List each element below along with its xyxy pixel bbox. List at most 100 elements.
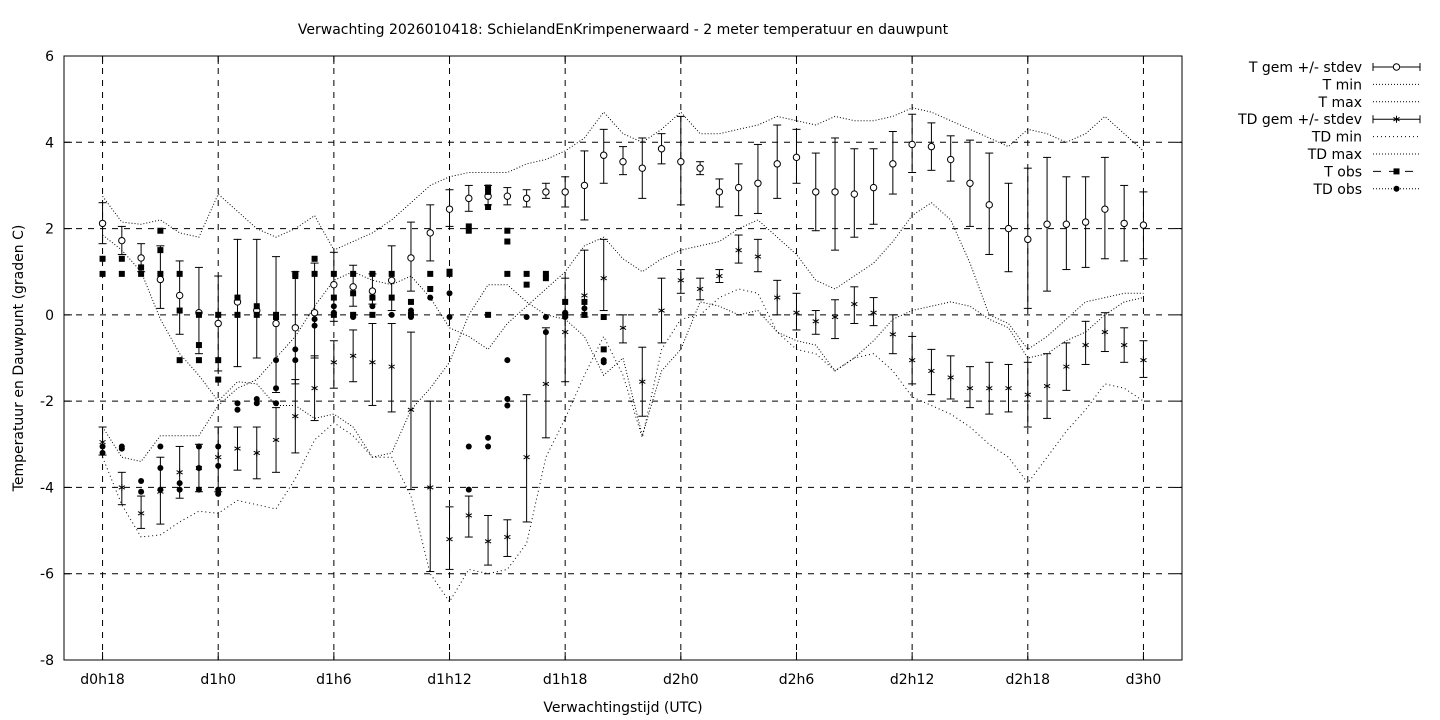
td-obs-point	[273, 400, 280, 407]
t-mean-point	[677, 158, 685, 166]
t-mean-point	[426, 229, 434, 237]
td-mean-point	[754, 253, 762, 261]
td-obs-point	[446, 290, 453, 297]
td-obs-point	[253, 395, 260, 402]
td-obs-point	[157, 443, 164, 450]
td-mean-point	[330, 358, 338, 366]
legend-swatch-marker	[1393, 185, 1400, 192]
td-obs-point	[118, 445, 125, 452]
td-obs-point	[234, 400, 241, 407]
td-obs-point	[311, 316, 318, 323]
td-obs-point	[485, 434, 492, 441]
t-min-line	[102, 234, 1144, 458]
t-mean-point	[137, 254, 145, 262]
td-mean-point	[137, 509, 145, 517]
td-mean-point	[985, 384, 993, 392]
td-mean-point	[812, 317, 820, 325]
y-tick-label: -8	[40, 653, 54, 669]
t-obs-point	[215, 311, 222, 318]
y-tick-label: 2	[45, 222, 54, 238]
legend-label: T gem +/- stdev	[1248, 60, 1362, 76]
td-mean-point	[446, 535, 453, 543]
y-axis-label: Temperatuur en Dauwpunt (graden C)	[11, 225, 27, 493]
t-obs-point	[215, 357, 222, 364]
td-mean-point	[1005, 384, 1012, 392]
axes: 6 4 2 0 -2 -4 -6 -8 d0h18 d1h0 d1h6 d1h12 d1h18 d2h0 d…	[40, 49, 1182, 688]
t-obs-point	[99, 270, 106, 277]
t-obs-point	[311, 255, 318, 262]
t-obs-point	[330, 294, 337, 301]
td-mean-point	[176, 468, 183, 476]
td-obs-point	[542, 314, 549, 321]
td-mean-point	[889, 330, 897, 338]
t-obs-point	[465, 227, 472, 234]
x-tick-label: d0h18	[80, 672, 124, 688]
x-tick-label: d2h0	[663, 672, 699, 688]
td-obs-point	[311, 322, 318, 329]
t-mean-point	[1139, 221, 1148, 229]
t-obs-point	[485, 311, 492, 318]
td-mean-point	[735, 246, 742, 254]
td-mean-point	[369, 358, 376, 366]
t-obs-point	[427, 285, 434, 292]
td-mean-point	[253, 449, 261, 457]
td-mean-point	[638, 378, 646, 386]
t-obs-point	[138, 264, 145, 271]
t-mean-point	[792, 153, 801, 162]
td-obs-point	[485, 443, 492, 450]
td-mean-point	[523, 453, 530, 461]
t-obs-point	[485, 188, 492, 195]
td-obs-point	[99, 449, 106, 456]
x-tick-label: d1h0	[200, 672, 236, 688]
t-mean-point	[1043, 220, 1051, 228]
t-mean-point	[465, 194, 473, 203]
t-obs-point	[273, 314, 280, 321]
t-mean-point	[542, 188, 550, 196]
t-obs-point	[176, 307, 183, 314]
t-obs-point	[292, 273, 299, 280]
td-mean-point	[908, 356, 916, 364]
td-mean-point	[118, 483, 126, 491]
t-mean-point	[946, 155, 955, 164]
td-mean-point	[214, 453, 222, 461]
y-tick-label: -6	[40, 567, 54, 583]
x-tick-label: d1h6	[316, 672, 352, 688]
td-mean-point	[1140, 356, 1147, 364]
legend-label: TD obs	[1312, 182, 1362, 198]
td-obs-point	[562, 309, 569, 316]
plot-frame	[63, 55, 1183, 661]
t-mean-point	[908, 140, 916, 149]
t-mean-point	[156, 275, 165, 284]
t-obs-point	[427, 270, 434, 277]
t-obs-point	[369, 311, 376, 318]
t-obs-point	[523, 281, 530, 288]
td-mean-point	[581, 291, 588, 299]
td-obs-point	[581, 311, 588, 318]
td-obs-point	[195, 465, 202, 472]
chart-title: Verwachting 2026010418: SchielandEnKrimp…	[298, 22, 949, 38]
td-obs-point	[504, 402, 511, 409]
td-mean-point	[311, 384, 318, 392]
td-obs-point	[273, 385, 280, 392]
t-obs-point	[542, 275, 549, 282]
t-mean-point	[387, 276, 396, 285]
t-obs-point	[253, 311, 260, 318]
td-obs-point	[195, 443, 202, 450]
t-mean-point	[580, 181, 589, 190]
t-obs-point	[157, 227, 164, 234]
t-obs-point	[600, 346, 607, 353]
t-obs-point	[99, 255, 106, 262]
t-mean-point	[522, 194, 531, 203]
td-mean-point	[619, 324, 627, 332]
x-tick-label: d1h18	[543, 672, 587, 688]
t-mean-point	[98, 219, 107, 228]
t-obs-point	[176, 270, 183, 277]
td-obs-point	[504, 357, 511, 364]
y-tick-label: 0	[45, 308, 54, 324]
td-mean-point	[600, 274, 608, 282]
plot-area	[98, 107, 1148, 603]
td-obs-point	[176, 486, 183, 493]
t-mean-point	[696, 164, 704, 172]
x-axis-label: Verwachtingstijd (UTC)	[543, 700, 702, 716]
td-mean-point	[1024, 391, 1032, 399]
